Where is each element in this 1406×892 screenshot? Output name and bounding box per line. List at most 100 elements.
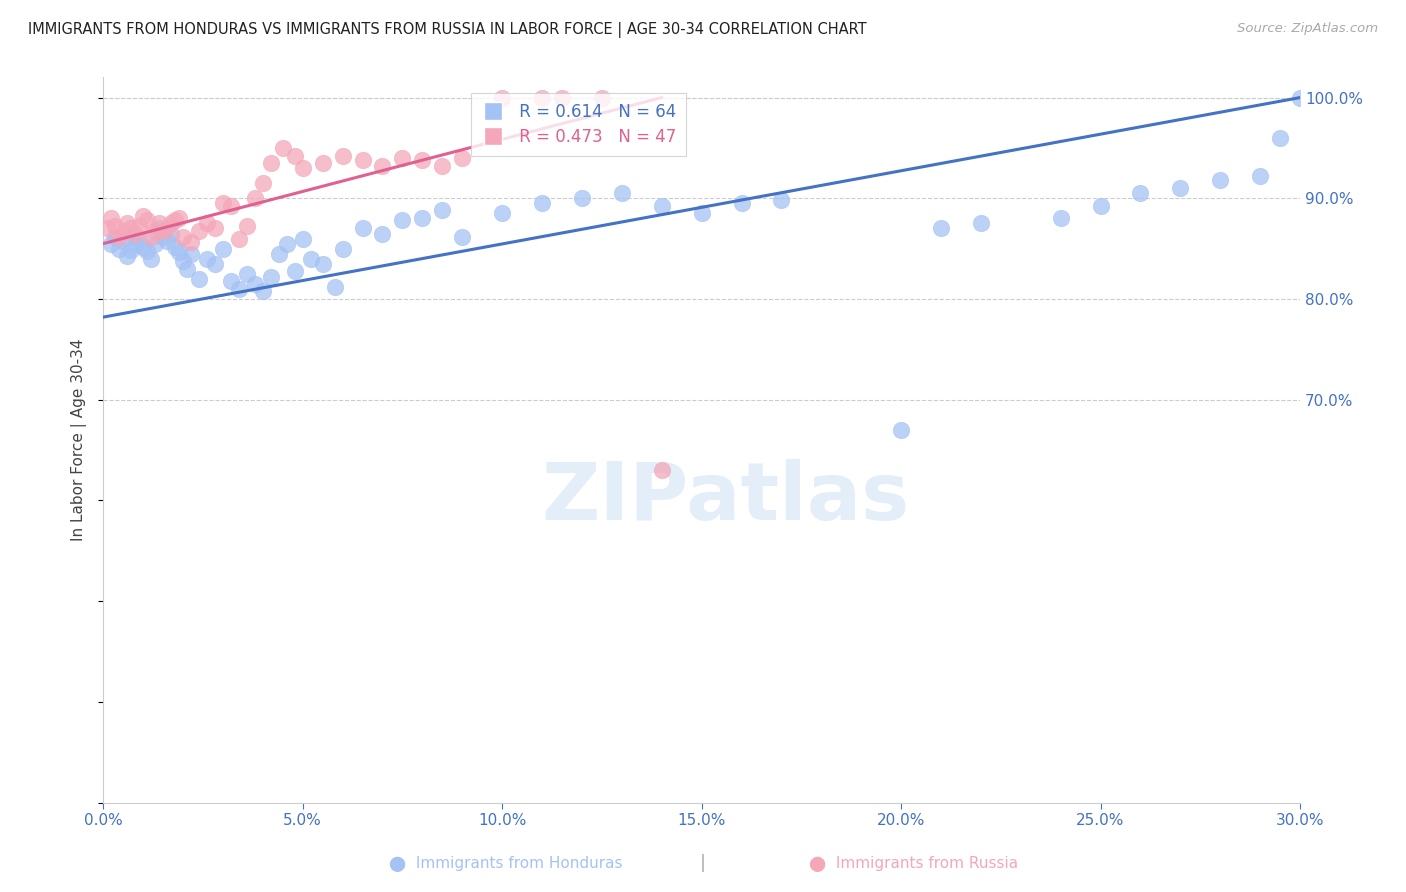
Point	[148, 217, 170, 231]
Legend:  R = 0.614   N = 64,  R = 0.473   N = 47: R = 0.614 N = 64, R = 0.473 N = 47	[471, 93, 686, 156]
Point	[136, 213, 159, 227]
Point	[1209, 173, 1232, 187]
Point	[228, 231, 250, 245]
Point	[411, 153, 433, 167]
Point	[311, 257, 333, 271]
Point	[188, 272, 211, 286]
Point	[236, 219, 259, 234]
Point	[1129, 186, 1152, 201]
Point	[1249, 169, 1271, 183]
Point	[531, 196, 554, 211]
Point	[167, 244, 190, 259]
Point	[252, 284, 274, 298]
Point	[176, 261, 198, 276]
Point	[212, 196, 235, 211]
Point	[236, 267, 259, 281]
Point	[371, 227, 394, 241]
Point	[195, 252, 218, 266]
Point	[491, 206, 513, 220]
Point	[120, 243, 142, 257]
Point	[148, 221, 170, 235]
Point	[160, 227, 183, 241]
Point	[890, 423, 912, 437]
Point	[391, 151, 413, 165]
Point	[136, 244, 159, 258]
Point	[152, 223, 174, 237]
Point	[1268, 131, 1291, 145]
Point	[411, 211, 433, 226]
Point	[651, 463, 673, 477]
Y-axis label: In Labor Force | Age 30-34: In Labor Force | Age 30-34	[72, 339, 87, 541]
Point	[195, 217, 218, 231]
Point	[188, 223, 211, 237]
Point	[284, 264, 307, 278]
Point	[100, 236, 122, 251]
Point	[432, 159, 454, 173]
Point	[167, 211, 190, 226]
Point	[180, 246, 202, 260]
Point	[1170, 181, 1192, 195]
Point	[291, 231, 314, 245]
Point	[104, 219, 127, 234]
Point	[332, 149, 354, 163]
Point	[128, 231, 150, 245]
Point	[120, 221, 142, 235]
Point	[132, 210, 155, 224]
Point	[156, 234, 179, 248]
Point	[243, 191, 266, 205]
Point	[531, 90, 554, 104]
Point	[551, 90, 574, 104]
Point	[204, 257, 226, 271]
Point	[311, 156, 333, 170]
Point	[104, 229, 127, 244]
Point	[651, 199, 673, 213]
Point	[128, 219, 150, 234]
Point	[160, 217, 183, 231]
Point	[252, 176, 274, 190]
Point	[124, 227, 146, 241]
Point	[204, 221, 226, 235]
Point	[260, 156, 283, 170]
Point	[132, 239, 155, 253]
Point	[770, 194, 793, 208]
Point	[451, 229, 474, 244]
Point	[323, 280, 346, 294]
Point	[180, 235, 202, 249]
Point	[139, 229, 162, 244]
Text: IMMIGRANTS FROM HONDURAS VS IMMIGRANTS FROM RUSSIA IN LABOR FORCE | AGE 30-34 CO: IMMIGRANTS FROM HONDURAS VS IMMIGRANTS F…	[28, 22, 866, 38]
Point	[108, 242, 131, 256]
Point	[284, 149, 307, 163]
Point	[112, 223, 135, 237]
Point	[143, 236, 166, 251]
Point	[391, 213, 413, 227]
Point	[291, 161, 314, 175]
Point	[352, 221, 374, 235]
Point	[219, 199, 242, 213]
Point	[371, 159, 394, 173]
Point	[172, 229, 194, 244]
Text: |: |	[700, 855, 706, 872]
Point	[115, 249, 138, 263]
Point	[276, 236, 298, 251]
Point	[96, 221, 118, 235]
Point	[1289, 90, 1312, 104]
Point	[352, 153, 374, 167]
Point	[271, 141, 294, 155]
Point	[690, 206, 713, 220]
Point	[143, 223, 166, 237]
Text: Source: ZipAtlas.com: Source: ZipAtlas.com	[1237, 22, 1378, 36]
Point	[491, 90, 513, 104]
Text: ⬤  Immigrants from Honduras: ⬤ Immigrants from Honduras	[389, 856, 623, 872]
Point	[100, 211, 122, 226]
Point	[1049, 211, 1071, 226]
Point	[108, 229, 131, 244]
Point	[332, 242, 354, 256]
Point	[219, 274, 242, 288]
Point	[228, 282, 250, 296]
Point	[172, 253, 194, 268]
Point	[212, 242, 235, 256]
Point	[451, 151, 474, 165]
Point	[124, 236, 146, 251]
Point	[163, 239, 186, 253]
Point	[970, 217, 993, 231]
